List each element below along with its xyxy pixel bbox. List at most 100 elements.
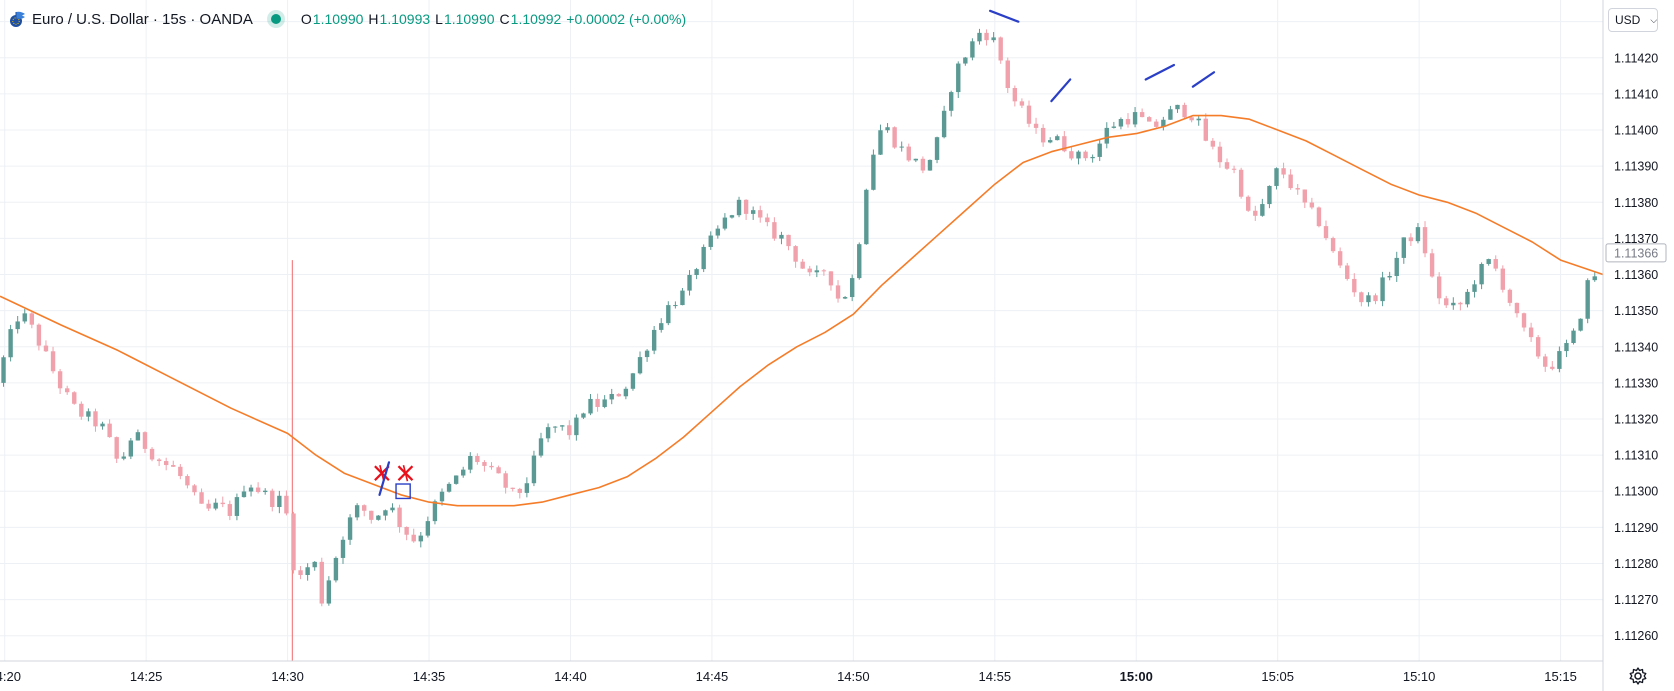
candle: [750, 206, 756, 220]
candle-body: [418, 535, 423, 542]
candle: [729, 214, 735, 219]
candle: [255, 482, 261, 494]
price-axis[interactable]: 1.11260 1.11270 1.11280 1.11290 1.11300 1.113…: [1614, 15, 1658, 643]
candle-body: [595, 398, 600, 407]
candle-body: [79, 403, 84, 417]
candle-body: [185, 476, 190, 486]
candle: [121, 452, 126, 461]
drawings[interactable]: [374, 9, 1216, 500]
candle: [743, 199, 749, 220]
candle-body: [135, 432, 141, 441]
candle-body: [1260, 204, 1265, 216]
candle: [164, 457, 169, 471]
candle-body: [1161, 119, 1166, 127]
candle: [680, 287, 685, 306]
candle-body: [906, 146, 911, 161]
price-tick-label: 1.11360: [1614, 268, 1658, 282]
candle: [1543, 353, 1548, 372]
candle: [1550, 361, 1555, 371]
candle-body: [1062, 136, 1067, 152]
candle: [1048, 137, 1053, 144]
candle-body: [1104, 127, 1109, 144]
candle: [1040, 124, 1046, 147]
candle: [1, 355, 6, 387]
candle-body: [1500, 268, 1506, 290]
current-price-label: 1.11366: [1614, 246, 1658, 260]
candle-body: [977, 32, 982, 42]
candle-body: [354, 505, 360, 518]
symbol-title[interactable]: Euro / U.S. Dollar · 15s · OANDA: [32, 10, 253, 28]
candle-body: [1019, 101, 1025, 106]
candle: [1472, 280, 1477, 298]
time-tick-label: 14:40: [554, 669, 587, 684]
candle: [623, 386, 629, 400]
candle-body: [984, 32, 989, 41]
candle: [567, 420, 572, 440]
candle-body: [326, 580, 332, 604]
candle: [390, 503, 395, 513]
candle-body: [750, 210, 756, 214]
candle-body: [1472, 284, 1477, 292]
candle-body: [1005, 60, 1010, 89]
candle-body: [531, 455, 537, 484]
candle-body: [1528, 327, 1534, 338]
candle-body: [1493, 259, 1498, 269]
candle-body: [758, 210, 763, 218]
candle: [220, 496, 225, 508]
candle-body: [814, 270, 820, 273]
candle-body: [1337, 251, 1343, 266]
candle-body: [602, 399, 607, 407]
candle: [206, 499, 211, 512]
candle-body: [475, 456, 480, 463]
candle: [970, 38, 975, 61]
candle-body: [1592, 276, 1597, 281]
time-axis[interactable]: 14:20 14:25 14:30 14:35 14:40 14:45 14:50 14:55…: [0, 669, 1577, 684]
candle-body: [1168, 109, 1173, 120]
currency-label: USD: [1615, 13, 1641, 27]
candle: [503, 470, 508, 494]
candle-body: [1486, 259, 1491, 264]
candle: [326, 576, 332, 606]
candle: [22, 308, 27, 324]
gear-icon[interactable]: [1628, 666, 1648, 686]
candle: [86, 408, 91, 422]
candle-body: [156, 459, 162, 462]
candle-body: [1210, 140, 1216, 147]
candle: [1592, 272, 1597, 282]
candle: [637, 351, 643, 375]
candle-body: [1415, 227, 1421, 242]
candle: [1352, 273, 1357, 297]
candle-body: [1535, 337, 1541, 357]
currency-selector[interactable]: USD ⌵: [1608, 8, 1658, 32]
candle: [50, 346, 56, 374]
candle: [1132, 107, 1138, 128]
candle-body: [970, 41, 975, 58]
candle: [1337, 247, 1343, 269]
candle: [192, 484, 197, 496]
candle-body: [1571, 330, 1576, 344]
candle-body: [991, 37, 996, 41]
candle-body: [86, 411, 91, 417]
candle: [765, 213, 770, 227]
candle: [984, 29, 989, 46]
candle-body: [1578, 318, 1583, 331]
candle-body: [446, 483, 452, 492]
candle: [1436, 272, 1442, 305]
candle-body: [1543, 356, 1548, 367]
trend-line-drawing: [1050, 78, 1072, 103]
candle-body: [998, 37, 1003, 61]
candle-body: [1203, 118, 1208, 141]
candle-body: [885, 127, 890, 131]
candle-body: [623, 388, 629, 397]
candle-body: [50, 351, 56, 372]
candle-body: [878, 130, 883, 155]
candle-body: [1040, 127, 1046, 143]
candle-body: [121, 456, 126, 459]
candle: [453, 475, 459, 485]
candle-body: [1295, 188, 1300, 190]
candle: [715, 225, 721, 239]
candle: [439, 488, 445, 506]
candle: [64, 385, 70, 395]
candle: [227, 500, 233, 521]
